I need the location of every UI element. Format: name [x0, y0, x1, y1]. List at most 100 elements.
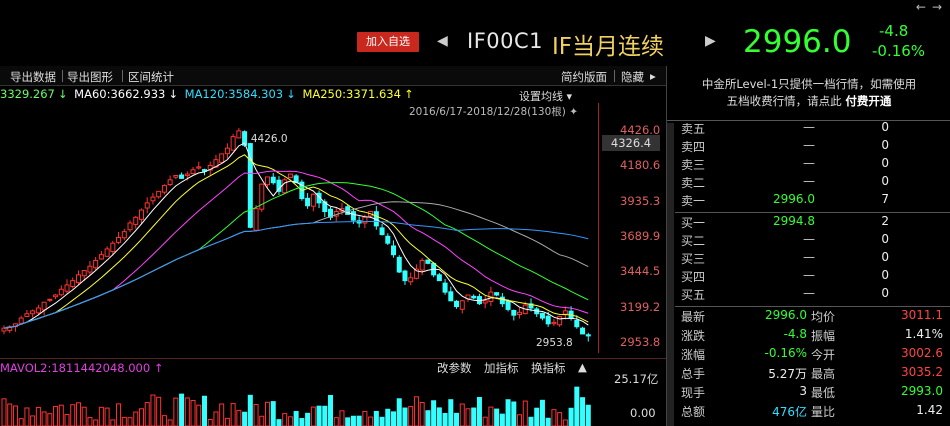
candle-body: [442, 282, 448, 293]
price-change: -4.8: [879, 22, 909, 40]
interval-stats-button[interactable]: 区间统计: [128, 70, 174, 84]
volume-bar: [305, 412, 311, 426]
candle-body: [482, 300, 488, 304]
switch-indicator-button[interactable]: 换指标: [531, 361, 566, 375]
candle-body: [167, 179, 173, 186]
volume-bar: [213, 411, 219, 426]
change-params-button[interactable]: 改参数: [437, 361, 472, 375]
candle-body: [259, 183, 265, 210]
volume-bar: [282, 413, 288, 426]
add-to-watchlist-button[interactable]: 加入自选: [357, 32, 419, 52]
candle-body: [557, 316, 563, 326]
volume-bar: [562, 419, 568, 426]
volume-bar: [236, 409, 242, 426]
volume-bar: [534, 407, 540, 426]
volume-bar: [333, 417, 339, 426]
volume-bar: [201, 395, 207, 426]
pin-icon[interactable]: ✦: [569, 106, 579, 118]
candle-body: [391, 245, 397, 256]
volume-bar: [413, 396, 419, 426]
candlestick-chart[interactable]: 4426.0 2953.8: [0, 103, 600, 358]
candle-body: [517, 311, 523, 315]
order-level-label: 卖三: [681, 158, 706, 172]
volume-bar: [408, 406, 414, 426]
order-level-ask-4[interactable]: 卖四 — 0: [681, 138, 949, 156]
volume-bar: [58, 404, 64, 426]
moving-average-line-ma5: [3, 142, 589, 329]
hide-panel-button[interactable]: 隐藏: [621, 70, 644, 84]
volume-bar: [482, 416, 488, 426]
candle-body: [219, 153, 225, 163]
volume-bar: [184, 397, 190, 426]
panel-scrollbar[interactable]: [667, 123, 674, 426]
candle-body: [322, 201, 328, 213]
candle-body: [305, 197, 311, 207]
candle-body: [528, 303, 534, 309]
set-ma-button[interactable]: 设置均线 ▾: [519, 88, 572, 104]
candle-body: [505, 300, 511, 310]
volume-bar: [476, 396, 482, 426]
stat-cell: 3: [799, 384, 807, 398]
order-level-bid-5[interactable]: 买五 — 0: [681, 286, 949, 304]
subscribe-link[interactable]: 付费开通: [845, 94, 892, 108]
volume-bar: [24, 407, 30, 426]
volume-bar: [402, 407, 408, 426]
volume-bar: [471, 407, 477, 426]
symbol-code: IF00C1: [467, 29, 544, 53]
stat-cell: -4.8: [783, 327, 807, 341]
candle-body: [58, 288, 64, 296]
order-level-bid-4[interactable]: 买四 — 0: [681, 268, 949, 286]
forward-arrow-icon[interactable]: →: [931, 0, 942, 14]
volume-bar: [448, 399, 454, 426]
collapse-icon[interactable]: ▸: [650, 69, 656, 83]
candle-body: [539, 312, 545, 319]
volume-bar: [385, 408, 391, 426]
candle-body: [81, 270, 87, 277]
stat-cell: 最新: [681, 310, 706, 324]
volume-bar: [322, 405, 328, 426]
price-axis-tick: 3199.2: [620, 299, 661, 314]
order-level-bid-3[interactable]: 买三 — 0: [681, 250, 949, 268]
price-axis-line: [598, 103, 599, 353]
volume-bar: [316, 405, 322, 426]
stat-cell: 3011.1: [901, 308, 943, 322]
candle-body: [264, 176, 271, 186]
next-symbol-icon[interactable]: ▶: [705, 33, 716, 49]
export-data-button[interactable]: 导出数据: [10, 70, 56, 84]
volume-bar: [419, 402, 425, 426]
volume-bar: [18, 418, 24, 426]
simple-layout-button[interactable]: 简约版面: [561, 70, 607, 84]
mavol-value: MAVOL2:1811442048.000: [0, 361, 151, 375]
candle-body: [574, 319, 580, 328]
stat-cell: 量比: [811, 405, 836, 419]
volume-bar: [436, 407, 442, 426]
toolbar-divider: [614, 70, 615, 82]
volume-header: [0, 358, 666, 378]
candle-body: [350, 211, 356, 221]
candle-body: [64, 284, 70, 292]
volume-chart[interactable]: [0, 377, 600, 426]
order-level-ask-5[interactable]: 卖五 — 0: [681, 120, 949, 138]
order-level-price: —: [803, 138, 815, 152]
stat-row: 总手 5.27万 最高 3035.2: [681, 365, 949, 383]
back-arrow-icon[interactable]: ←: [915, 0, 926, 14]
candle-body: [41, 301, 47, 311]
order-level-bid-1[interactable]: 买一 2994.8 2: [681, 214, 949, 232]
candle-body: [127, 222, 133, 231]
order-level-bid-2[interactable]: 买二 — 0: [681, 232, 949, 250]
order-level-ask-1[interactable]: 卖一 2996.0 7: [681, 192, 949, 210]
previous-symbol-icon[interactable]: ◀: [437, 33, 448, 49]
order-level-ask-3[interactable]: 卖三 — 0: [681, 156, 949, 174]
volume-axis-top: 25.17亿: [614, 372, 659, 386]
volume-bar: [247, 394, 253, 426]
volume-bar: [287, 416, 293, 426]
add-indicator-button[interactable]: 加指标: [484, 361, 519, 375]
volume-bar: [505, 399, 511, 426]
price-axis-tick: 3444.5: [620, 264, 661, 279]
ma60-value: MA60:3662.933: [74, 87, 166, 101]
order-level-ask-2[interactable]: 卖二 — 0: [681, 174, 949, 192]
volume-up-icon[interactable]: ▲: [578, 360, 587, 374]
export-chart-button[interactable]: 导出图形: [67, 70, 113, 84]
last-price: 2996.0: [743, 24, 852, 60]
candle-body: [419, 259, 425, 271]
